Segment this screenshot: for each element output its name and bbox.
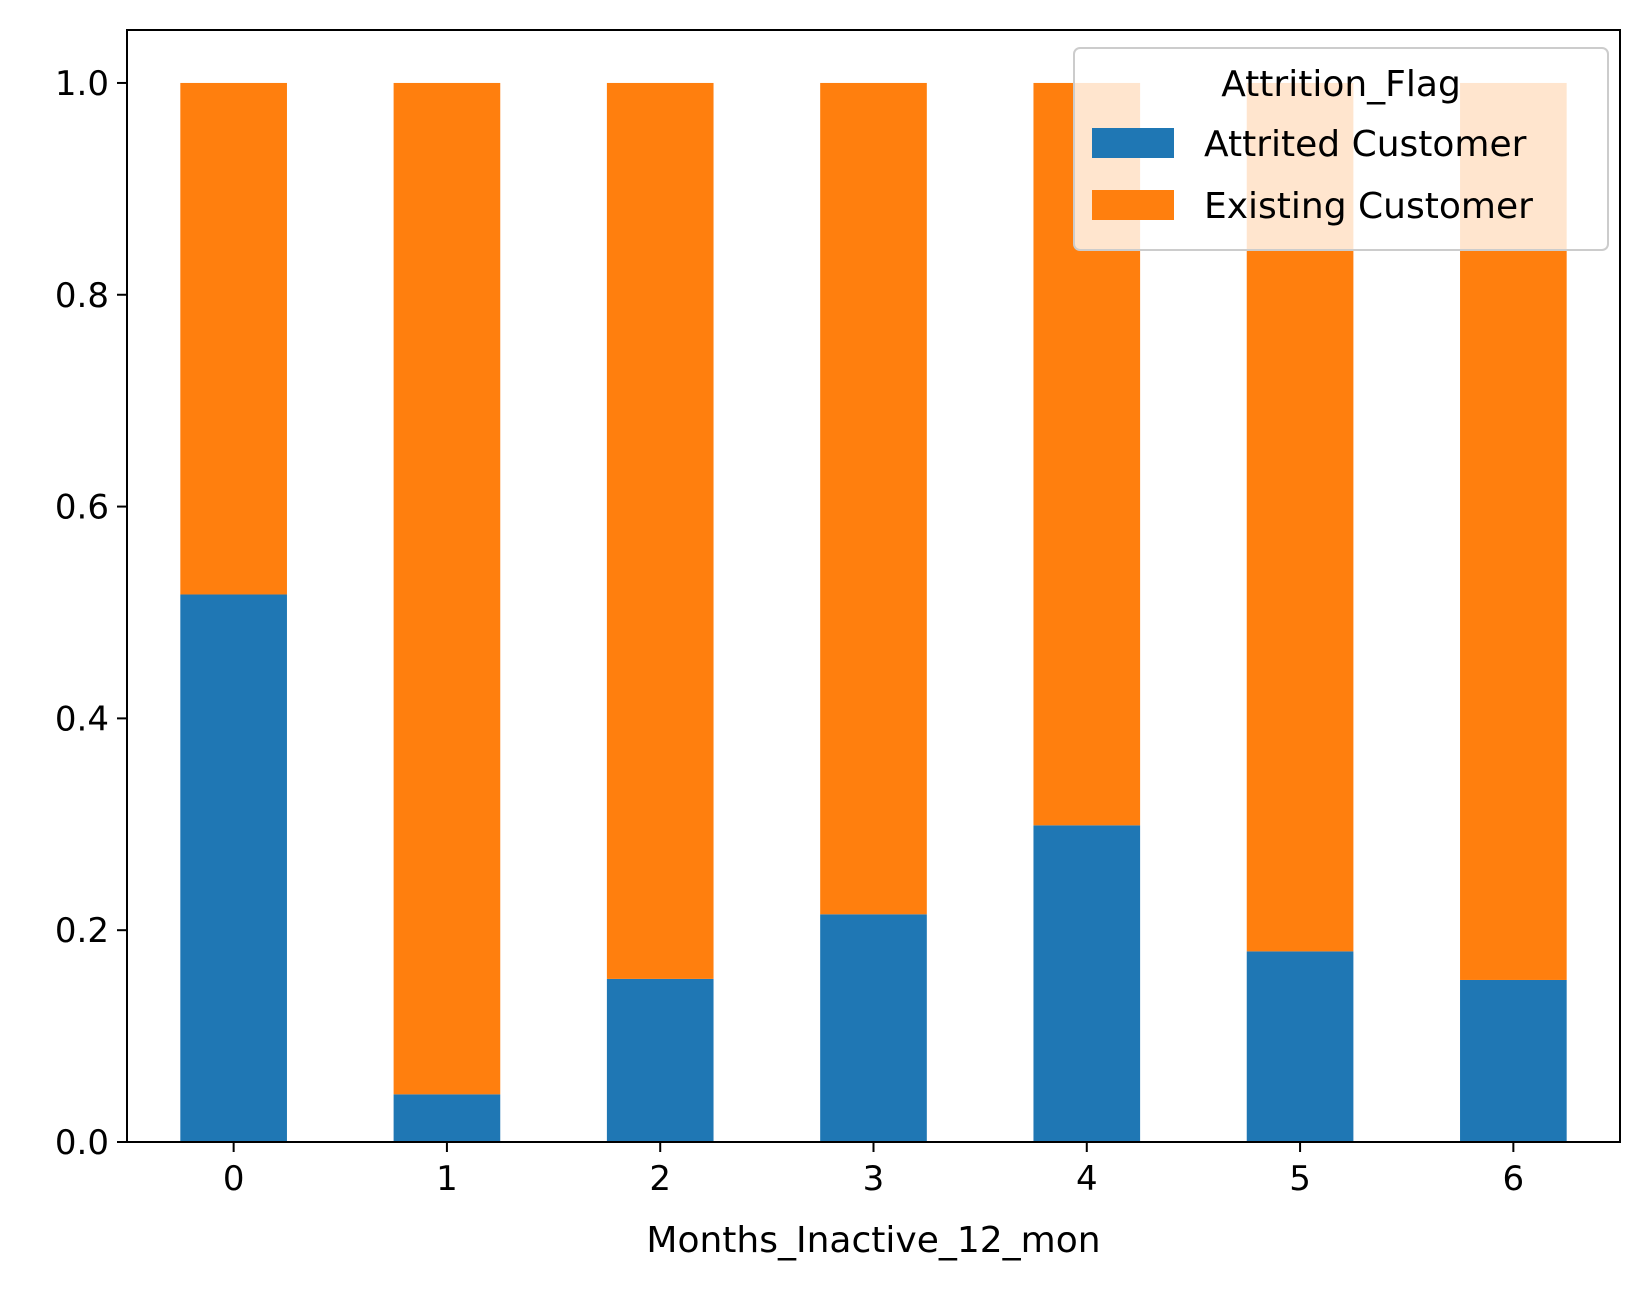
y-tick-label: 0.2 [55, 911, 109, 951]
y-tick-label: 0.0 [55, 1123, 109, 1163]
bar-existing-1 [393, 82, 501, 1095]
bar-attrited-3 [820, 914, 927, 1142]
bar-attrited-5 [1246, 951, 1354, 1142]
bar-attrited-2 [606, 978, 714, 1142]
legend-label-attrited: Attrited Customer [1204, 124, 1527, 165]
bar-attrited-0 [180, 594, 287, 1142]
x-axis: 0 1 2 3 4 5 6 [223, 1142, 1524, 1199]
legend-swatch-attrited [1092, 128, 1174, 158]
legend-box [1073, 47, 1609, 251]
legend-entries: Attrited Customer Existing Customer [1092, 124, 1533, 227]
x-axis-label: Months_Inactive_12_mon [646, 1220, 1100, 1261]
x-tick-label: 2 [649, 1159, 671, 1199]
bar-existing-2 [606, 82, 714, 979]
x-tick-label: 6 [1503, 1159, 1525, 1199]
x-tick-label: 4 [1076, 1159, 1098, 1199]
y-tick-label: 0.8 [55, 276, 109, 316]
y-axis: 0.0 0.2 0.4 0.6 0.8 1.0 [55, 64, 127, 1163]
bar-attrited-1 [393, 1094, 501, 1142]
y-tick-label: 0.6 [55, 488, 109, 528]
bar-attrited-4 [1033, 825, 1141, 1142]
legend-label-existing: Existing Customer [1204, 186, 1533, 227]
x-tick-label: 3 [863, 1159, 885, 1199]
legend: Attrition_Flag Attrited Customer Existing… [1073, 47, 1609, 251]
y-tick-label: 1.0 [55, 64, 109, 104]
bar-existing-0 [180, 82, 287, 595]
x-tick-label: 1 [436, 1159, 458, 1199]
x-tick-label: 5 [1289, 1159, 1311, 1199]
bars-layer [180, 82, 1567, 1142]
y-tick-label: 0.4 [55, 699, 109, 739]
legend-swatch-existing [1092, 190, 1174, 220]
x-tick-label: 0 [223, 1159, 245, 1199]
bar-attrited-6 [1460, 979, 1567, 1142]
legend-title: Attrition_Flag [1221, 64, 1461, 105]
bar-existing-3 [820, 82, 927, 915]
